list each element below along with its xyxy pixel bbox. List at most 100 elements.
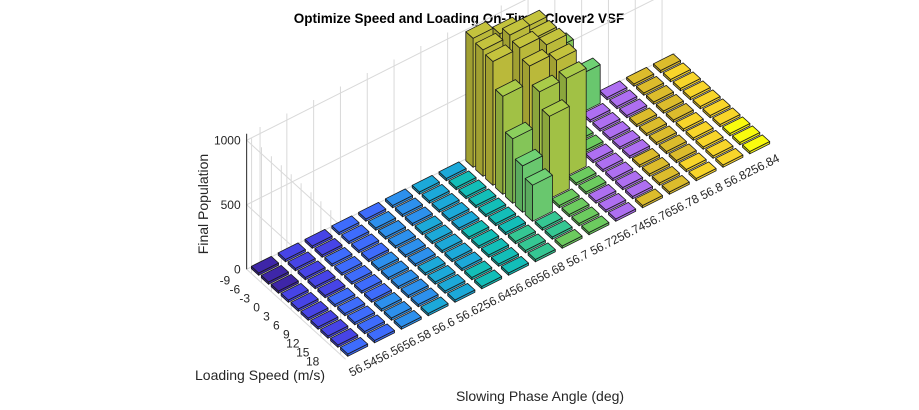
floor-tile bbox=[260, 264, 289, 285]
floor-tile bbox=[585, 143, 614, 164]
floor-tile bbox=[551, 188, 580, 209]
floor-tile bbox=[366, 323, 395, 344]
floor-tile bbox=[481, 237, 510, 258]
floor-tile bbox=[280, 282, 309, 303]
floor-tile bbox=[488, 206, 517, 227]
floor-tile bbox=[636, 76, 665, 96]
floor-tile bbox=[571, 206, 600, 227]
floor-tile bbox=[421, 183, 450, 204]
floor-tile bbox=[478, 197, 507, 218]
floor-tile bbox=[598, 192, 627, 213]
y-tick-label: -3 bbox=[239, 291, 250, 305]
floor-tile bbox=[424, 224, 453, 245]
x-axis-label: Slowing Phase Angle (deg) bbox=[456, 388, 624, 404]
floor-tile bbox=[438, 161, 467, 182]
floor-tile bbox=[497, 215, 526, 236]
floor-tile bbox=[290, 291, 319, 312]
floor-tile bbox=[534, 210, 563, 231]
floor-tile bbox=[451, 210, 480, 231]
y-tick-label: 15 bbox=[296, 345, 310, 359]
z-tick-label: 0 bbox=[234, 262, 241, 276]
y-tick-label: -9 bbox=[220, 273, 231, 287]
floor-tile bbox=[347, 305, 376, 326]
floor-tile bbox=[675, 112, 704, 132]
y-tick-label: -6 bbox=[229, 282, 240, 296]
floor-tile bbox=[609, 89, 638, 110]
floor-tile bbox=[468, 188, 497, 209]
floor-tile bbox=[595, 152, 624, 173]
floor-tile bbox=[387, 228, 416, 249]
floor-tile bbox=[324, 246, 353, 267]
floor-tile bbox=[310, 309, 339, 330]
floor-tile bbox=[341, 224, 370, 245]
floor-tile bbox=[665, 103, 694, 123]
floor-tile bbox=[404, 206, 433, 227]
floor-tile bbox=[641, 156, 670, 177]
floor-tile bbox=[578, 174, 607, 195]
floor-tile bbox=[722, 116, 751, 137]
floor-tile bbox=[427, 264, 456, 285]
floor-tile bbox=[658, 134, 687, 155]
floor-tile bbox=[351, 233, 380, 254]
floor-tile bbox=[651, 165, 680, 186]
floor-tile bbox=[317, 278, 346, 299]
floor-tile bbox=[712, 107, 741, 128]
x-tick-label: 56.8 bbox=[698, 179, 725, 202]
floor-tile bbox=[437, 273, 466, 294]
x-tick-label: 56.7 bbox=[564, 247, 591, 270]
floor-tile bbox=[250, 255, 280, 276]
floor-tile bbox=[632, 147, 660, 168]
floor-tile bbox=[358, 201, 387, 222]
floor-tile bbox=[608, 201, 637, 222]
bars-3d bbox=[465, 9, 601, 222]
floor-tile bbox=[626, 67, 655, 87]
floor-tile bbox=[383, 300, 412, 321]
floor-tile bbox=[344, 264, 373, 285]
floor-tile bbox=[390, 269, 419, 290]
floor-tile bbox=[517, 233, 546, 254]
floor-tile bbox=[277, 242, 306, 263]
bar bbox=[524, 168, 553, 222]
floor-tile bbox=[615, 170, 644, 191]
z-tick-labels: 0 500 1000 bbox=[214, 133, 241, 276]
floor-tile bbox=[377, 219, 407, 240]
floor-tile bbox=[646, 85, 674, 105]
floor-tile bbox=[634, 188, 663, 209]
floor-tile bbox=[625, 179, 653, 200]
floor-tile bbox=[461, 219, 490, 240]
floor-tiles bbox=[250, 53, 771, 357]
floor-tile bbox=[417, 255, 446, 276]
floor-tile bbox=[662, 62, 691, 83]
floor-tile bbox=[420, 296, 449, 317]
floor-tile bbox=[327, 287, 356, 308]
floor-tile bbox=[648, 125, 677, 146]
z-axis-label: Final Population bbox=[195, 154, 211, 254]
y-tick-label: 6 bbox=[273, 318, 280, 332]
floor-tile bbox=[622, 138, 651, 159]
floor-tile bbox=[695, 129, 724, 150]
floor-tile bbox=[334, 255, 363, 276]
x-tick-label: 56.6 bbox=[430, 314, 457, 337]
floor-tile bbox=[592, 112, 621, 132]
floor-tile bbox=[444, 242, 473, 263]
floor-tile bbox=[441, 201, 470, 222]
floor-tile bbox=[304, 228, 333, 249]
floor-tile bbox=[715, 147, 744, 168]
floor-tile bbox=[688, 161, 717, 182]
floor-tile bbox=[599, 80, 628, 101]
floor-tile bbox=[337, 296, 366, 317]
floor-tile bbox=[270, 273, 299, 294]
floor-tile bbox=[297, 260, 326, 281]
floor-tile bbox=[354, 273, 383, 294]
z-tick-label: 1000 bbox=[214, 133, 241, 147]
floor-tile bbox=[668, 143, 697, 164]
floor-tile bbox=[705, 138, 734, 159]
floor-tile bbox=[410, 287, 439, 308]
x-tick-label: 56.68 bbox=[534, 259, 567, 285]
y-tick-label: 9 bbox=[283, 327, 290, 341]
floor-tile bbox=[678, 152, 707, 173]
floor-tile bbox=[370, 251, 400, 272]
floor-tile bbox=[431, 192, 460, 213]
